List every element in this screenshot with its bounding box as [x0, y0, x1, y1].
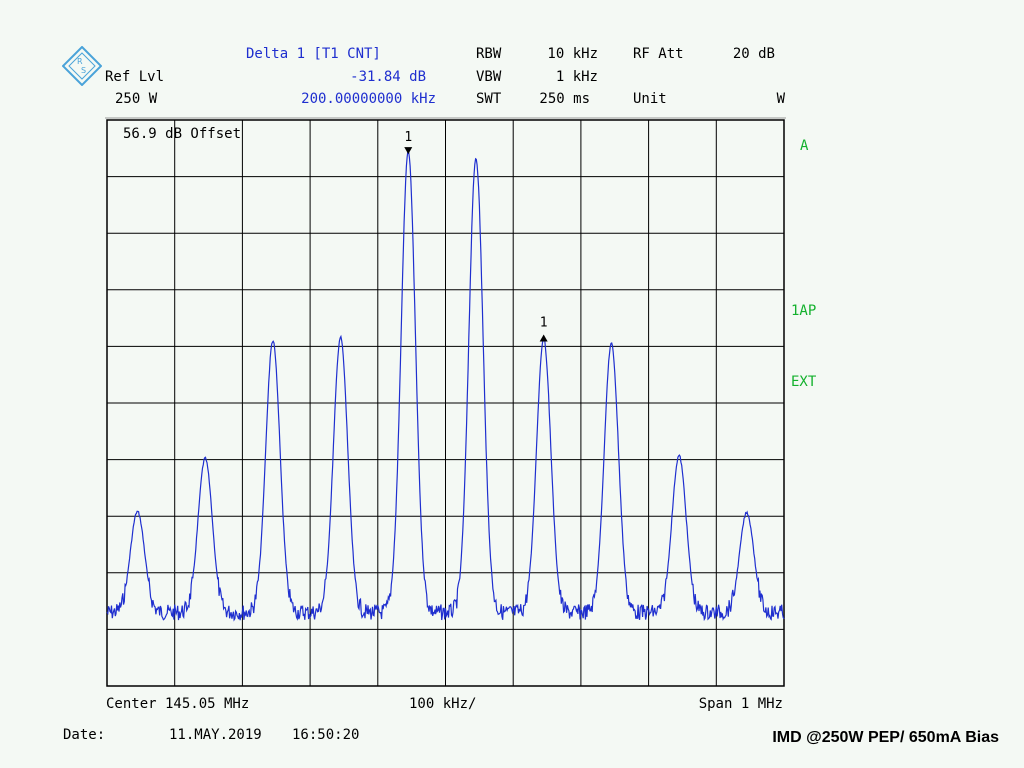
division-width: 100 kHz/ — [409, 696, 477, 712]
offset-label: 56.9 dB Offset — [123, 126, 242, 142]
delta-frequency: 200.00000000 kHz — [301, 91, 436, 107]
date-value: 11.MAY.2019 — [169, 727, 262, 743]
center-frequency: Center 145.05 MHz — [106, 696, 250, 712]
caption: IMD @250W PEP/ 650mA Bias — [772, 729, 999, 746]
marker-title: Delta 1 [T1 CNT] — [246, 46, 381, 62]
vbw-value: 1 kHz — [555, 69, 598, 85]
vbw-label: VBW — [476, 69, 502, 85]
rohde-schwarz-logo: R S — [62, 46, 102, 86]
rf-att-label: RF Att — [633, 46, 684, 62]
rbw-label: RBW — [476, 46, 502, 62]
marker-2-label: 1 — [540, 315, 548, 330]
swt-label: SWT — [476, 91, 502, 107]
spectrum-trace — [106, 149, 785, 622]
swt-value: 250 ms — [539, 91, 590, 107]
ext-label: EXT — [791, 374, 817, 390]
trace-label: A — [800, 138, 809, 154]
unit-label: Unit — [633, 91, 667, 107]
span-value: Span 1 MHz — [698, 696, 783, 712]
marker-1-label: 1 — [404, 130, 412, 145]
marker-1-symbol — [404, 147, 413, 155]
unit-value: W — [776, 91, 785, 107]
svg-text:S: S — [81, 66, 86, 75]
marker-2-symbol — [539, 334, 548, 342]
date-label: Date: — [63, 727, 106, 743]
ref-level-value: 250 W — [115, 91, 158, 107]
svg-text:R: R — [77, 57, 83, 66]
rbw-value: 10 kHz — [547, 46, 598, 62]
rf-att-value: 20 dB — [732, 46, 775, 62]
ref-level-label: Ref Lvl — [105, 69, 165, 85]
time-value: 16:50:20 — [292, 727, 360, 743]
delta-level: -31.84 dB — [350, 69, 426, 85]
detector-label: 1AP — [791, 303, 817, 319]
